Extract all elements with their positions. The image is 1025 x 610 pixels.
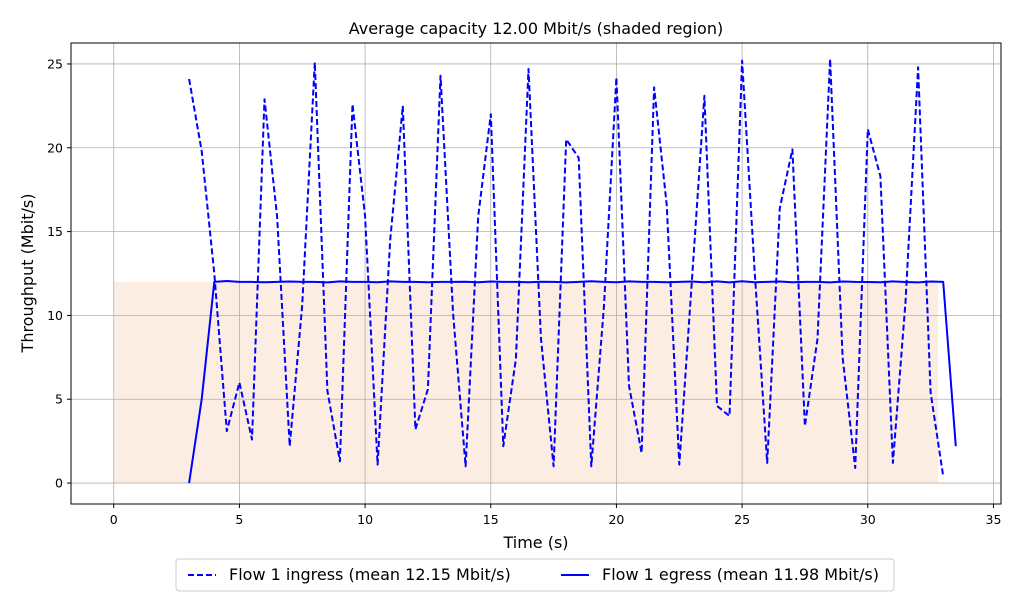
x-tick-label: 25 — [734, 512, 750, 527]
plot-area-frame — [70, 42, 1002, 505]
legend-label-egress: Flow 1 egress (mean 11.98 Mbit/s) — [602, 565, 879, 584]
grid-layer — [71, 43, 1001, 504]
y-tick-label: 25 — [47, 56, 63, 71]
egress-series-line — [188, 280, 957, 484]
capacity-shaded-region — [113, 281, 939, 484]
x-tick-label: 20 — [608, 512, 624, 527]
x-tick-label: 15 — [483, 512, 499, 527]
legend-label-ingress: Flow 1 ingress (mean 12.15 Mbit/s) — [229, 565, 511, 584]
y-tick-label: 20 — [47, 140, 63, 155]
x-tick-label: 5 — [235, 512, 243, 527]
y-tick-label: 0 — [55, 476, 63, 491]
chart-title: Average capacity 12.00 Mbit/s (shaded re… — [349, 19, 723, 38]
y-tick-label: 15 — [47, 224, 63, 239]
capacity-region-layer — [113, 281, 939, 484]
y-axis-label: Throughput (Mbit/s) — [18, 194, 37, 354]
tick-layer: 0 5 10 15 20 25 30 35 0 5 10 15 20 25 — [47, 56, 1001, 527]
x-axis-label: Time (s) — [502, 533, 568, 552]
y-tick-label: 10 — [47, 308, 63, 323]
x-tick-label: 0 — [110, 512, 118, 527]
x-tick-label: 35 — [986, 512, 1002, 527]
legend: Flow 1 ingress (mean 12.15 Mbit/s) Flow … — [175, 558, 895, 592]
legend-frame — [175, 558, 895, 592]
y-tick-label: 5 — [55, 392, 63, 407]
series-layer — [188, 57, 957, 484]
ingress-series-line — [188, 57, 945, 477]
x-tick-label: 30 — [860, 512, 876, 527]
x-tick-label: 10 — [357, 512, 373, 527]
